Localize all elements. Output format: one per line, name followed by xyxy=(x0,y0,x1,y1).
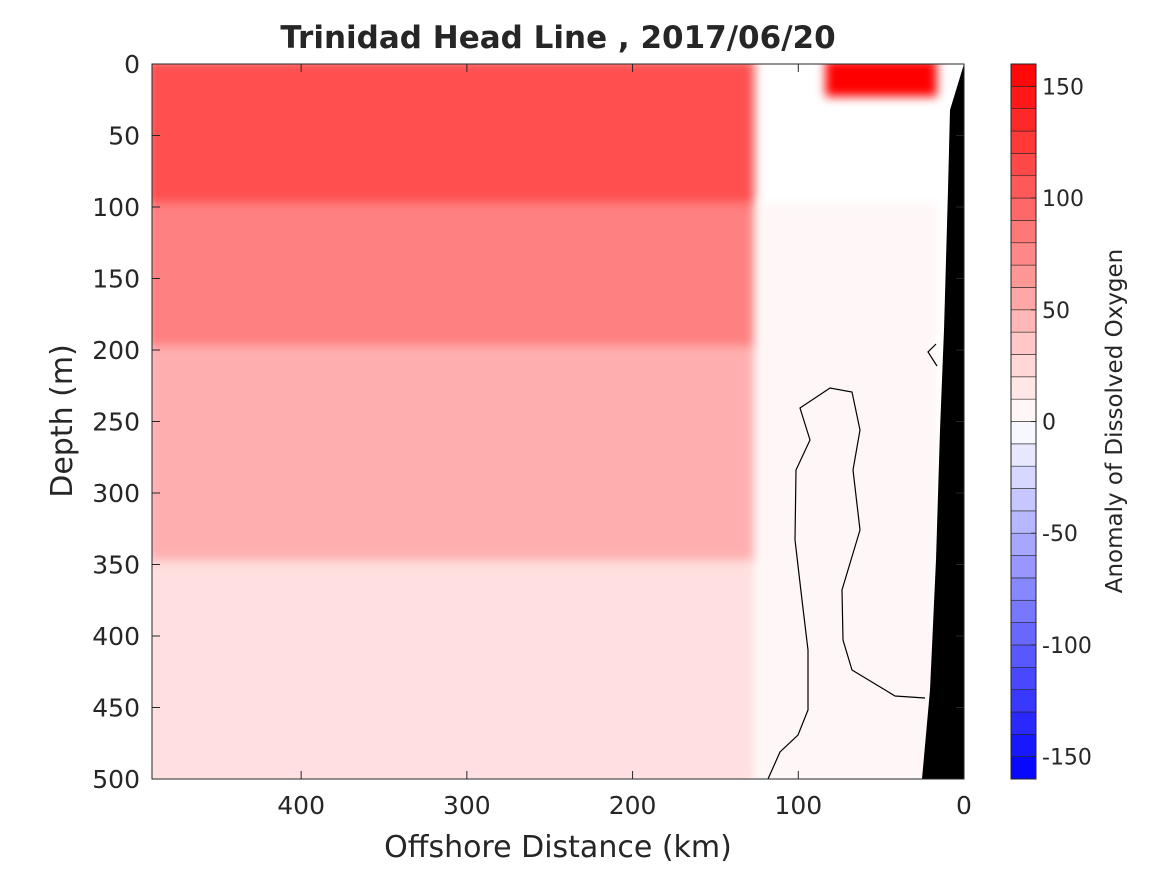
colorbar-segment xyxy=(1010,175,1037,199)
colorbar-segment xyxy=(1010,86,1037,109)
colorbar-segment xyxy=(1010,220,1037,244)
colorbar-tick-label: 0 xyxy=(1042,411,1056,436)
colorbar-segment xyxy=(1010,63,1037,87)
colorbar-segment xyxy=(1010,711,1037,735)
y-tick-label: 400 xyxy=(92,622,140,651)
colorbar-tick-label: 100 xyxy=(1042,187,1084,212)
colorbar-segment xyxy=(1010,108,1037,132)
colorbar: 150 100 50 0 -50 -100 -150 xyxy=(1010,63,1092,780)
y-tick-label: 450 xyxy=(92,694,140,723)
colorbar-segment xyxy=(1010,644,1037,668)
colorbar-segment xyxy=(1010,130,1037,154)
field-band xyxy=(825,64,937,97)
y-axis: 0 50 100 150 200 250 300 350 400 450 500 xyxy=(92,50,964,794)
colorbar-segment xyxy=(1010,443,1037,467)
colorbar-segment xyxy=(1010,555,1037,579)
colorbar-segment xyxy=(1010,242,1037,266)
colorbar-tick-label: 150 xyxy=(1042,75,1084,100)
colorbar-label: Anomaly of Dissolved Oxygen xyxy=(1102,249,1128,594)
zero-contour-coast xyxy=(927,343,938,367)
colorbar-segment xyxy=(1010,577,1037,601)
x-tick-label: 400 xyxy=(277,791,325,820)
land-mask xyxy=(922,64,964,779)
contour-field xyxy=(152,64,964,779)
colorbar-tick-label: -150 xyxy=(1042,746,1092,771)
colorbar-segment xyxy=(1010,734,1037,757)
field-band xyxy=(152,560,755,779)
y-axis-label: Depth (m) xyxy=(45,344,80,498)
colorbar-segment xyxy=(1010,398,1037,422)
colorbar-segment xyxy=(1010,465,1037,489)
y-tick-label: 50 xyxy=(108,122,140,151)
y-tick-label: 100 xyxy=(92,193,140,222)
y-tick-label: 200 xyxy=(92,336,140,365)
chart-title: Trinidad Head Line , 2017/06/20 xyxy=(280,20,835,56)
y-tick-label: 300 xyxy=(92,479,140,508)
colorbar-segment xyxy=(1010,599,1037,623)
x-tick-label: 0 xyxy=(956,791,972,820)
field-band xyxy=(759,203,937,779)
colorbar-segment xyxy=(1010,689,1037,713)
x-tick-label: 300 xyxy=(443,791,491,820)
zero-contour xyxy=(767,387,926,779)
colorbar-segment xyxy=(1010,510,1037,534)
colorbar-tick-label: 50 xyxy=(1042,299,1070,324)
x-tick-label: 200 xyxy=(609,791,657,820)
colorbar-tick-label: -50 xyxy=(1042,522,1078,547)
colorbar-segment xyxy=(1010,354,1037,378)
colorbar-segment xyxy=(1010,532,1037,556)
y-tick-label: 250 xyxy=(92,408,140,437)
colorbar-segment xyxy=(1010,264,1037,288)
x-tick-label: 100 xyxy=(774,791,822,820)
x-axis: 400 300 200 100 0 xyxy=(277,64,972,820)
colorbar-segment xyxy=(1010,376,1037,400)
field-band xyxy=(152,203,755,354)
colorbar-segment xyxy=(1010,287,1037,311)
colorbar-segment xyxy=(1010,331,1037,355)
x-axis-label: Offshore Distance (km) xyxy=(384,830,732,865)
y-tick-label: 350 xyxy=(92,551,140,580)
colorbar-segment xyxy=(1010,622,1037,646)
colorbar-segment xyxy=(1010,756,1037,780)
field-band xyxy=(152,64,755,211)
colorbar-segment xyxy=(1010,153,1037,177)
field-band xyxy=(152,346,755,569)
y-tick-label: 500 xyxy=(92,765,140,794)
y-tick-label: 150 xyxy=(92,265,140,294)
y-tick-label: 0 xyxy=(124,50,140,79)
colorbar-segment xyxy=(1010,309,1037,333)
colorbar-segment xyxy=(1010,488,1037,512)
colorbar-tick-label: -100 xyxy=(1042,634,1092,659)
colorbar-segment xyxy=(1010,197,1037,221)
colorbar-segment xyxy=(1010,421,1037,445)
colorbar-segment xyxy=(1010,666,1037,690)
